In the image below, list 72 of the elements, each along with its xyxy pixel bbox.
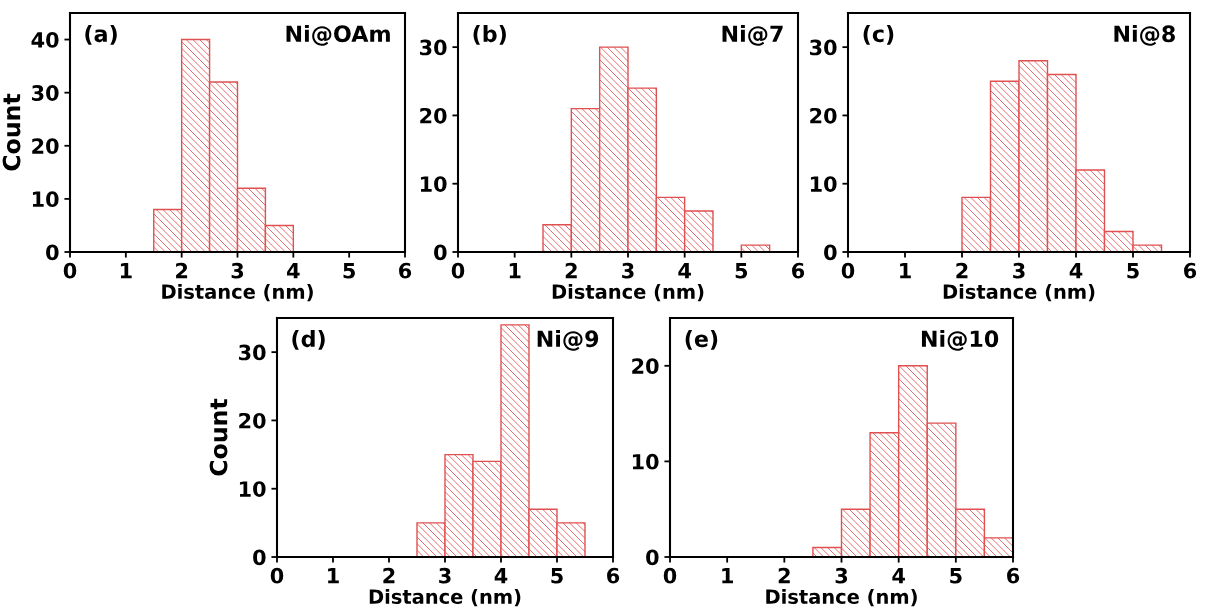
y-tick-label: 0 <box>646 549 659 566</box>
y-tick-label: 20 <box>632 358 659 375</box>
x-tick-label: 2 <box>383 567 395 584</box>
x-tick-label: 5 <box>551 568 563 584</box>
x-tick-label: 0 <box>270 567 284 584</box>
annotation: (e) <box>685 329 718 350</box>
y-tick-label: 10 <box>32 191 59 208</box>
y-tick-label: 0 <box>46 244 59 261</box>
x-tick-label: 1 <box>722 568 733 584</box>
x-axis-title: Distance (nm) <box>943 283 1095 302</box>
x-axis-title: Distance (nm) <box>766 588 917 607</box>
y-tick-label: 10 <box>420 176 447 192</box>
x-tick-label: 6 <box>1007 567 1020 584</box>
annotation: Ni@10 <box>921 329 999 351</box>
y-tick-label: 30 <box>419 39 447 56</box>
x-axis-title: Distance (nm) <box>369 588 521 607</box>
x-tick-label: 6 <box>1184 262 1197 279</box>
y-tick-label: 0 <box>434 244 447 261</box>
x-tick-label: 6 <box>399 262 412 279</box>
annotation: Ni@8 <box>1114 24 1175 46</box>
x-tick-label: 3 <box>231 262 244 279</box>
x-tick-label: 4 <box>678 263 691 279</box>
y-axis-title: Count <box>209 398 228 476</box>
x-tick-label: 3 <box>1013 262 1025 279</box>
x-tick-label: 3 <box>622 262 634 279</box>
y-tick-label: 40 <box>31 32 59 48</box>
y-tick-label: 10 <box>810 176 837 192</box>
y-tick-label: 10 <box>632 453 659 470</box>
x-tick-label: 0 <box>663 567 677 584</box>
x-tick-label: 5 <box>735 263 748 279</box>
y-tick-label: 20 <box>32 138 59 154</box>
x-tick-label: 4 <box>1069 263 1083 279</box>
y-tick-label: 20 <box>420 107 447 124</box>
x-tick-label: 4 <box>287 263 300 279</box>
y-tick-label: 0 <box>253 549 266 566</box>
y-tick-label: 30 <box>31 85 59 101</box>
annotation: (c) <box>863 24 894 45</box>
x-axis-title: Distance (nm) <box>552 283 704 302</box>
y-tick-label: 20 <box>239 412 266 429</box>
x-tick-label: 5 <box>343 263 355 279</box>
x-tick-label: 6 <box>792 262 805 279</box>
annotation: Ni@7 <box>722 24 783 46</box>
y-tick-label: 0 <box>824 244 837 261</box>
y-tick-label: 10 <box>239 481 266 497</box>
x-tick-label: 1 <box>509 263 521 279</box>
x-tick-label: 0 <box>451 262 465 279</box>
y-tick-label: 30 <box>238 344 266 361</box>
annotation: Ni@OAm <box>286 24 390 46</box>
annotation: Ni@9 <box>537 329 599 351</box>
annotation: (b) <box>473 24 506 45</box>
annotation: (a) <box>85 24 117 45</box>
x-tick-label: 1 <box>900 263 911 279</box>
y-axis-title: Count <box>2 93 21 171</box>
y-tick-label: 20 <box>810 107 837 124</box>
x-tick-label: 1 <box>120 263 132 279</box>
x-tick-label: 5 <box>950 568 962 584</box>
x-tick-label: 4 <box>892 568 905 584</box>
x-tick-label: 2 <box>956 262 968 279</box>
x-tick-label: 2 <box>778 567 790 584</box>
x-tick-label: 0 <box>841 262 855 279</box>
x-tick-label: 3 <box>835 567 848 584</box>
x-tick-label: 3 <box>439 567 451 584</box>
annotation: (d) <box>292 329 325 350</box>
x-tick-label: 1 <box>328 568 339 584</box>
x-tick-label: 4 <box>494 568 508 584</box>
y-tick-label: 30 <box>809 39 837 56</box>
x-axis-title: Distance (nm) <box>162 283 313 302</box>
x-tick-label: 5 <box>1127 263 1139 279</box>
x-tick-label: 2 <box>176 262 188 279</box>
x-tick-label: 0 <box>63 262 77 279</box>
x-tick-label: 2 <box>565 262 577 279</box>
x-tick-label: 6 <box>607 567 620 584</box>
